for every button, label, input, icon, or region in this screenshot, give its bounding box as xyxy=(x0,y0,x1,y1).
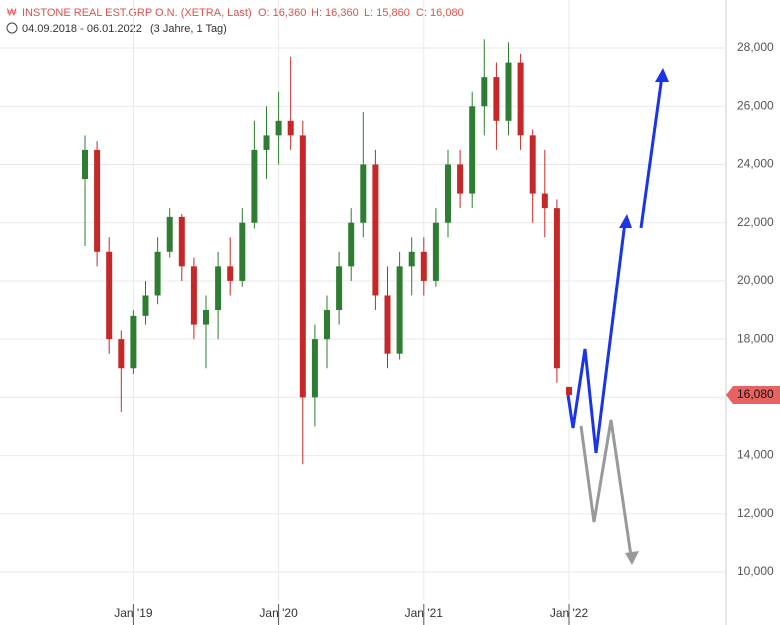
candle-body xyxy=(106,251,113,340)
candle-body xyxy=(469,106,476,194)
candle-body xyxy=(408,251,415,267)
candle-body xyxy=(203,310,209,325)
y-tick-label: 10,000 xyxy=(737,564,774,578)
header: ₩ INSTONE REAL EST.GRP O.N. (XETRA, Last… xyxy=(6,7,464,35)
candle-body xyxy=(420,251,427,281)
forecast-arrow xyxy=(579,419,633,557)
clock-icon xyxy=(6,22,18,34)
last-price-marker xyxy=(726,386,780,405)
candle-body xyxy=(372,164,379,296)
candle-body xyxy=(432,222,439,281)
candle-body xyxy=(505,62,512,121)
candle-body xyxy=(263,135,270,150)
candle-body xyxy=(360,164,367,223)
candle-body xyxy=(336,266,343,311)
y-tick-label: 18,000 xyxy=(737,331,774,345)
candle-body xyxy=(384,295,391,354)
candle-body xyxy=(529,135,536,194)
y-tick-label: 26,000 xyxy=(737,98,774,112)
candle-body xyxy=(251,149,258,223)
forecast-arrow xyxy=(566,221,627,454)
candle-body xyxy=(396,266,403,354)
candle-body xyxy=(348,222,355,267)
candle-body xyxy=(324,310,330,340)
candle-body xyxy=(118,339,125,369)
x-tick-label: Jan '20 xyxy=(259,606,298,620)
period: (3 Jahre, 1 Tag) xyxy=(150,23,227,35)
candle-body xyxy=(142,295,149,316)
low: L: 15,860 xyxy=(364,7,410,19)
candle-body xyxy=(481,77,488,107)
y-tick-label: 24,000 xyxy=(737,157,774,171)
candle-body xyxy=(190,266,197,325)
arrow-head xyxy=(625,551,639,565)
high: H: 16,360 xyxy=(311,7,359,19)
candle-body xyxy=(541,193,548,209)
candle-body xyxy=(166,216,173,252)
icon: ₩ xyxy=(7,8,17,19)
candle-body xyxy=(517,62,524,136)
arrow-head xyxy=(655,68,669,82)
x-tick-label: Jan '19 xyxy=(114,606,153,620)
candle-body xyxy=(239,222,246,281)
candle-body xyxy=(287,120,294,136)
candle-body xyxy=(311,339,318,398)
open: O: 16,360 xyxy=(258,7,306,19)
y-tick-label: 22,000 xyxy=(737,215,774,229)
last-price-label: 16,080 xyxy=(737,387,774,401)
candle-body xyxy=(493,77,500,121)
candle-body xyxy=(154,251,161,296)
annotations xyxy=(566,68,669,565)
date-range: 04.09.2018 - 06.01.2022 xyxy=(22,23,142,35)
y-tick-label: 20,000 xyxy=(737,273,774,287)
candle-body xyxy=(457,164,464,194)
candle-body xyxy=(566,386,572,396)
candle-body xyxy=(94,149,101,252)
x-tick-label: Jan '21 xyxy=(405,606,444,620)
candle-body xyxy=(82,149,88,180)
title: INSTONE REAL EST.GRP O.N. (XETRA, Last) xyxy=(22,7,252,19)
y-tick-label: 12,000 xyxy=(737,506,774,520)
x-tick-label: Jan '22 xyxy=(550,606,589,620)
candle-body xyxy=(130,315,137,369)
arrow-head xyxy=(619,214,632,228)
candle-body xyxy=(445,164,451,223)
candle-body xyxy=(227,266,234,281)
candle-body xyxy=(215,266,222,311)
candle-body xyxy=(553,208,560,369)
candle-body xyxy=(299,135,306,398)
forecast-arrow xyxy=(639,75,664,229)
close: C: 16,080 xyxy=(416,7,464,19)
y-tick-label: 28,000 xyxy=(737,40,774,54)
y-tick-label: 14,000 xyxy=(737,448,774,462)
candle-body xyxy=(275,120,282,136)
candle-body xyxy=(178,216,185,267)
